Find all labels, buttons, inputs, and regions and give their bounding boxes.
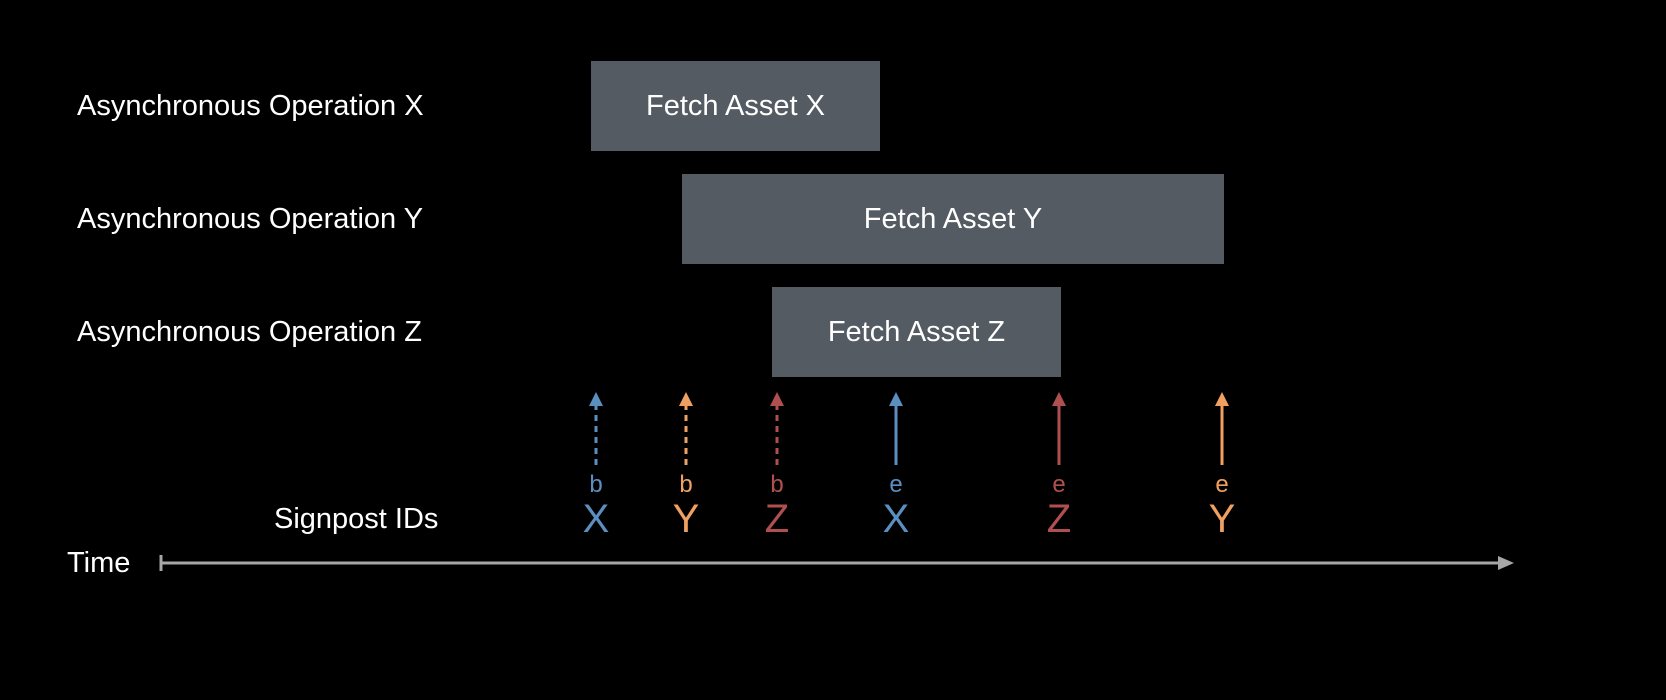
- event-e-z-kind-label: e: [1052, 471, 1066, 498]
- operation-bar-x: Fetch Asset X: [591, 61, 880, 151]
- event-b-z-id-label: Z: [764, 497, 790, 541]
- operation-bar-y: Fetch Asset Y: [682, 174, 1224, 264]
- signpost-ids-label: Signpost IDs: [274, 503, 439, 535]
- bar-label-x: Fetch Asset X: [646, 89, 825, 122]
- event-e-x-arrowhead: [889, 392, 903, 406]
- event-b-y-id-label: Y: [672, 497, 700, 541]
- row-label-operation-y: Asynchronous Operation Y: [77, 203, 424, 235]
- event-e-y-kind-label: e: [1215, 471, 1229, 498]
- event-b-z-kind-label: b: [770, 471, 784, 498]
- event-e-z-arrowhead: [1052, 392, 1066, 406]
- operation-bar-z: Fetch Asset Z: [772, 287, 1061, 377]
- bar-label-y: Fetch Asset Y: [863, 202, 1043, 235]
- event-b-y-arrowhead: [679, 392, 693, 406]
- event-b-x-arrowhead: [589, 392, 603, 406]
- event-e-y-arrowhead: [1215, 392, 1229, 406]
- event-e-x-id-label: X: [882, 497, 910, 541]
- event-e-x-kind-label: e: [889, 471, 903, 498]
- row-label-operation-x: Asynchronous Operation X: [77, 90, 424, 122]
- event-b-x-kind-label: b: [589, 471, 603, 498]
- row-label-operation-z: Asynchronous Operation Z: [77, 316, 422, 348]
- time-axis-arrowhead: [1498, 556, 1514, 570]
- event-b-y-kind-label: b: [679, 471, 693, 498]
- time-axis-label: Time: [67, 547, 131, 579]
- event-b-z-arrowhead: [770, 392, 784, 406]
- event-e-y-id-label: Y: [1208, 497, 1236, 541]
- event-b-x-id-label: X: [582, 497, 610, 541]
- bar-label-z: Fetch Asset Z: [827, 315, 1006, 348]
- event-e-z-id-label: Z: [1046, 497, 1072, 541]
